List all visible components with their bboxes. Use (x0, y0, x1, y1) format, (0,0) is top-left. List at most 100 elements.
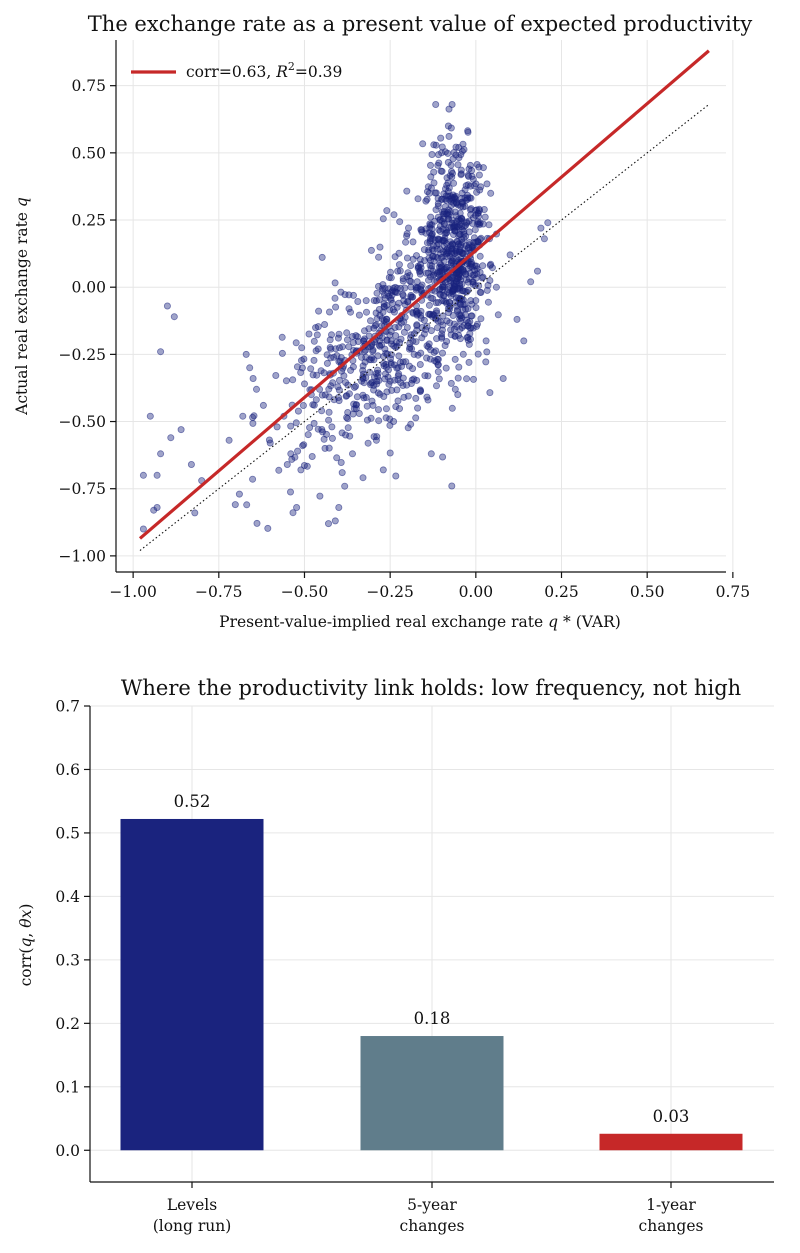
x-tick-label: −0.50 (281, 583, 329, 601)
scatter-point (434, 151, 442, 159)
scatter-point (467, 194, 475, 202)
y-tick-label: −1.00 (59, 547, 107, 565)
scatter-point (421, 372, 429, 380)
scatter-point (458, 147, 466, 155)
scatter-point (400, 297, 408, 305)
scatter-point (432, 206, 440, 214)
scatter-point (386, 306, 394, 314)
scatter-point (385, 380, 393, 388)
scatter-point (390, 361, 398, 369)
scatter-point (374, 406, 382, 414)
scatter-point (404, 424, 412, 432)
scatter-point (249, 374, 257, 382)
scatter-point (433, 324, 441, 332)
scatter-point (441, 148, 449, 156)
scatter-point (139, 471, 147, 479)
scatter-point (383, 350, 391, 358)
scatter-point (428, 150, 436, 158)
scatter-grid (116, 40, 734, 572)
scatter-point (443, 337, 451, 345)
scatter-point (153, 503, 161, 511)
scatter-point (333, 454, 341, 462)
scatter-point (345, 291, 353, 299)
scatter-point (390, 211, 398, 219)
scatter-point (291, 453, 299, 461)
scatter-point (458, 198, 466, 206)
scatter-point (426, 221, 434, 229)
scatter-point (293, 363, 301, 371)
scatter-point (304, 431, 312, 439)
scatter-point (331, 517, 339, 525)
scatter-point (463, 375, 471, 383)
scatter-point (374, 366, 382, 374)
scatter-point (408, 345, 416, 353)
scatter-point (408, 293, 416, 301)
scatter-point (187, 460, 195, 468)
scatter-point (449, 230, 457, 238)
y-tick-label: 0.25 (71, 212, 106, 230)
scatter-point (397, 335, 405, 343)
scatter-point (264, 524, 272, 532)
scatter-point (463, 194, 471, 202)
scatter-point (448, 274, 456, 282)
scatter-point (432, 141, 440, 149)
scatter-point (438, 195, 446, 203)
scatter-point (432, 307, 440, 315)
scatter-point (367, 246, 375, 254)
scatter-point (454, 274, 462, 282)
scatter-point (540, 235, 548, 243)
scatter-point (265, 436, 273, 444)
scatter-point (375, 305, 383, 313)
scatter-point (366, 317, 374, 325)
scatter-point (432, 299, 440, 307)
y-tick-label: 0.2 (55, 1015, 80, 1033)
scatter-point (381, 294, 389, 302)
scatter-point (386, 421, 394, 429)
scatter-point (278, 333, 286, 341)
scatter-point (376, 390, 384, 398)
bar-value-label: 0.52 (174, 792, 211, 811)
scatter-point (465, 340, 473, 348)
scatter-point (400, 328, 408, 336)
scatter-point (434, 202, 442, 210)
x-tick-label: 0.25 (544, 583, 579, 601)
scatter-point (403, 232, 411, 240)
scatter-point (225, 436, 233, 444)
scatter-point (289, 376, 297, 384)
scatter-point (434, 161, 442, 169)
scatter-point (448, 216, 456, 224)
scatter-point (442, 239, 450, 247)
scatter-point (349, 410, 357, 418)
scatter-point (470, 234, 478, 242)
scatter-point (362, 308, 370, 316)
scatter-point (459, 268, 467, 276)
scatter-point (321, 391, 329, 399)
scatter-point (395, 405, 403, 413)
scatter-point (447, 326, 455, 334)
scatter-point (455, 248, 463, 256)
scatter-point (278, 349, 286, 357)
scatter-point (298, 344, 306, 352)
scatter-point (359, 391, 367, 399)
scatter-point (359, 370, 367, 378)
scatter-point (287, 422, 295, 430)
scatter-point (412, 307, 420, 315)
scatter-point (382, 414, 390, 422)
scatter-point (419, 140, 427, 148)
scatter-point (394, 397, 402, 405)
scatter-point (426, 161, 434, 169)
scatter-point (462, 276, 470, 284)
scatter-point (163, 302, 171, 310)
scatter-point (368, 354, 376, 362)
scatter-point (378, 341, 386, 349)
scatter-point (468, 263, 476, 271)
scatter-point (407, 262, 415, 270)
scatter-point (293, 503, 301, 511)
scatter-point (275, 466, 283, 474)
scatter-point (423, 393, 431, 401)
scatter-point (439, 453, 447, 461)
scatter-point (513, 315, 521, 323)
scatter-point (407, 283, 415, 291)
scatter-point (402, 238, 410, 246)
scatter-point (454, 391, 462, 399)
